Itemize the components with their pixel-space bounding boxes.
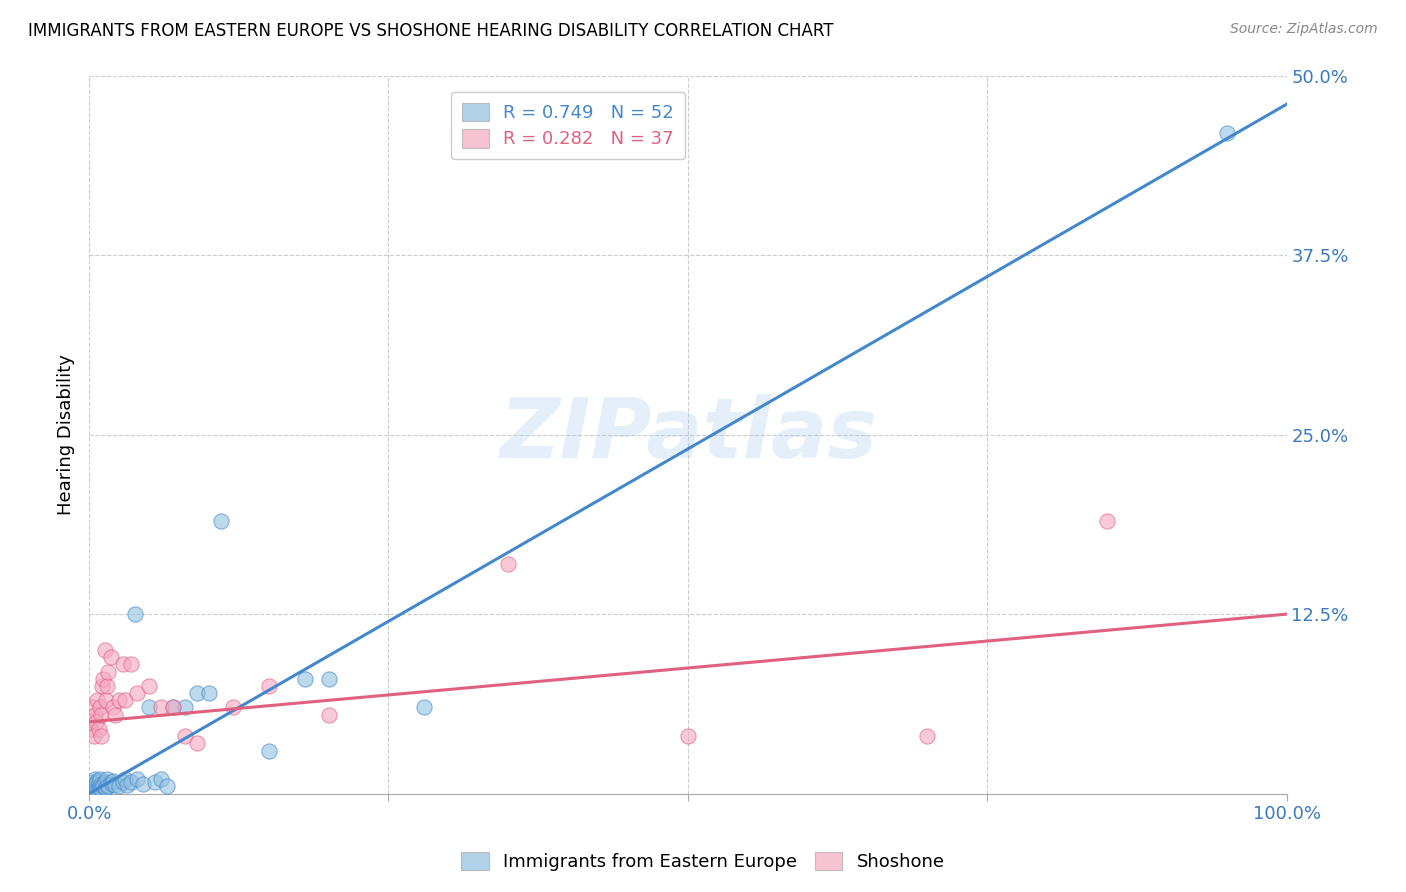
Point xyxy=(138,700,160,714)
Point xyxy=(84,780,107,794)
Point xyxy=(132,776,155,790)
Point xyxy=(79,714,101,729)
Point xyxy=(143,775,166,789)
Point xyxy=(91,679,114,693)
Point xyxy=(186,686,208,700)
Point xyxy=(96,778,118,792)
Point xyxy=(86,693,108,707)
Point xyxy=(917,729,939,743)
Point xyxy=(100,650,122,665)
Point xyxy=(101,773,124,788)
Point xyxy=(84,776,107,790)
Point xyxy=(162,700,184,714)
Point xyxy=(80,778,103,792)
Point xyxy=(156,780,179,794)
Legend: Immigrants from Eastern Europe, Shoshone: Immigrants from Eastern Europe, Shoshone xyxy=(454,845,952,879)
Point xyxy=(222,700,245,714)
Point xyxy=(90,729,112,743)
Point xyxy=(80,722,103,736)
Point xyxy=(114,772,136,787)
Point xyxy=(87,780,110,794)
Point xyxy=(162,700,184,714)
Point xyxy=(86,782,108,797)
Point xyxy=(82,700,104,714)
Point xyxy=(120,657,142,672)
Point xyxy=(149,772,172,787)
Point xyxy=(82,775,104,789)
Text: IMMIGRANTS FROM EASTERN EUROPE VS SHOSHONE HEARING DISABILITY CORRELATION CHART: IMMIGRANTS FROM EASTERN EUROPE VS SHOSHO… xyxy=(28,22,834,40)
Point xyxy=(91,780,114,794)
Point xyxy=(104,707,127,722)
Point xyxy=(318,707,340,722)
Point xyxy=(1095,514,1118,528)
Point xyxy=(413,700,436,714)
Point xyxy=(294,672,316,686)
Point xyxy=(496,557,519,571)
Point xyxy=(96,772,118,787)
Point xyxy=(149,700,172,714)
Point xyxy=(79,780,101,795)
Point xyxy=(89,700,111,714)
Point xyxy=(173,729,195,743)
Point xyxy=(104,778,127,792)
Point xyxy=(114,693,136,707)
Point xyxy=(87,775,110,789)
Point xyxy=(84,772,107,787)
Text: Source: ZipAtlas.com: Source: ZipAtlas.com xyxy=(1230,22,1378,37)
Point xyxy=(94,693,117,707)
Point xyxy=(138,679,160,693)
Point xyxy=(125,686,148,700)
Point xyxy=(198,686,221,700)
Point xyxy=(97,780,120,794)
Point xyxy=(87,722,110,736)
Point xyxy=(84,707,107,722)
Point xyxy=(93,643,115,657)
Point xyxy=(318,672,340,686)
Text: ZIPatlas: ZIPatlas xyxy=(499,394,877,475)
Point xyxy=(676,729,699,743)
Point xyxy=(120,775,142,789)
Point xyxy=(84,780,107,795)
Point xyxy=(173,700,195,714)
Point xyxy=(80,782,103,797)
Point xyxy=(125,772,148,787)
Point xyxy=(83,729,105,743)
Point xyxy=(100,775,122,789)
Point xyxy=(108,693,131,707)
Point xyxy=(82,780,104,795)
Point xyxy=(209,514,232,528)
Point xyxy=(101,700,124,714)
Point xyxy=(90,707,112,722)
Point xyxy=(124,607,146,621)
Point xyxy=(117,778,139,792)
Point xyxy=(90,782,112,797)
Point xyxy=(93,775,115,789)
Point xyxy=(89,772,111,787)
Point xyxy=(83,776,105,790)
Point xyxy=(186,736,208,750)
Point xyxy=(89,780,111,795)
Point xyxy=(93,672,115,686)
Point xyxy=(257,743,280,757)
Y-axis label: Hearing Disability: Hearing Disability xyxy=(58,354,75,515)
Point xyxy=(111,657,134,672)
Point xyxy=(257,679,280,693)
Point xyxy=(96,679,118,693)
Point xyxy=(111,775,134,789)
Point xyxy=(108,780,131,794)
Point xyxy=(86,773,108,788)
Point xyxy=(90,776,112,790)
Point xyxy=(93,778,115,792)
Point xyxy=(1215,126,1237,140)
Point xyxy=(83,782,105,797)
Point xyxy=(101,776,124,790)
Point xyxy=(94,780,117,795)
Point xyxy=(84,714,107,729)
Legend: R = 0.749   N = 52, R = 0.282   N = 37: R = 0.749 N = 52, R = 0.282 N = 37 xyxy=(451,92,685,160)
Point xyxy=(97,665,120,679)
